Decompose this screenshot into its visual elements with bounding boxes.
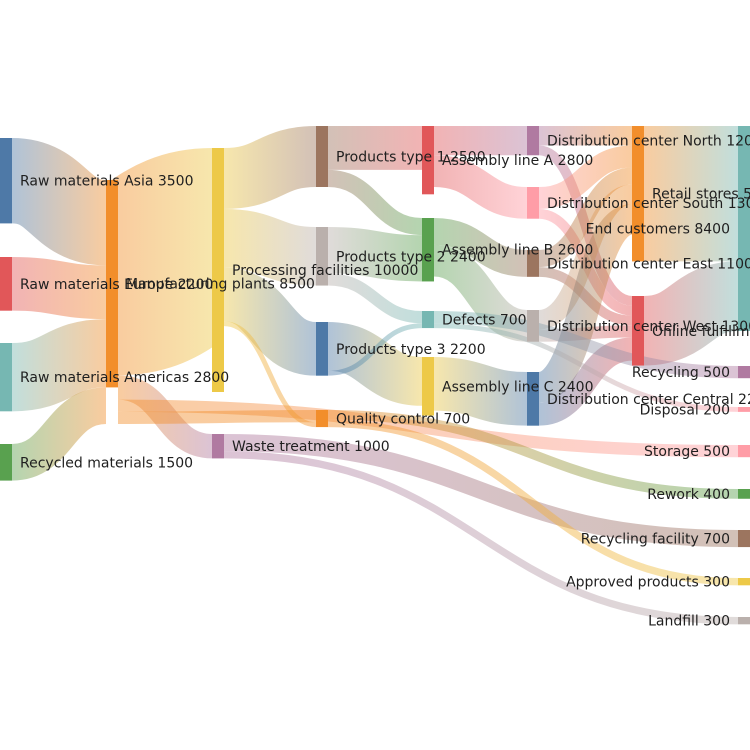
node-label-stor: Storage 500 xyxy=(644,444,730,460)
node-rfac xyxy=(738,530,750,548)
node-rme xyxy=(0,257,12,311)
node-label-ala: Assembly line A 2800 xyxy=(442,153,593,169)
node-label-ec: End customers 8400 xyxy=(586,221,730,237)
node-of xyxy=(632,296,644,366)
node-label-rmam: Raw materials Americas 2800 xyxy=(20,370,229,386)
node-def xyxy=(422,311,434,329)
link-proc-qc xyxy=(223,321,317,428)
node-label-dce: Distribution center East 1100 xyxy=(547,256,750,272)
node-rec xyxy=(0,444,12,481)
link-mfg-stor xyxy=(117,399,739,458)
node-pt2 xyxy=(316,227,328,286)
node-label-dcs: Distribution center South 1300 xyxy=(547,196,750,212)
link-pt2-def xyxy=(327,273,423,324)
node-waste xyxy=(212,434,224,459)
link-pt3-alc xyxy=(326,322,424,406)
node-stor xyxy=(738,445,750,458)
node-label-mfg: Manufacturing plants 8500 xyxy=(126,277,315,293)
link-proc-pt2 xyxy=(223,209,317,286)
node-ec xyxy=(738,126,750,331)
link-rec-mfg xyxy=(10,387,108,481)
node-pt1 xyxy=(316,126,328,187)
link-qc-ap xyxy=(327,419,739,586)
link-of-ec xyxy=(641,261,741,366)
node-disp xyxy=(738,407,750,412)
node-label-rec: Recycled materials 1500 xyxy=(20,455,193,471)
link-rme-mfg xyxy=(11,257,107,320)
node-label-alb: Assembly line B 2600 xyxy=(442,243,593,259)
node-label-qc: Quality control 700 xyxy=(336,412,470,428)
node-land xyxy=(738,617,750,625)
node-label-rfac: Recycling facility 700 xyxy=(581,532,730,548)
link-rmam-mfg xyxy=(10,319,108,412)
node-proc xyxy=(212,148,224,392)
node-pt3 xyxy=(316,322,328,376)
node-ap xyxy=(738,578,750,586)
node-label-pt1: Products type 1 2500 xyxy=(336,150,486,166)
link-pt1-alb xyxy=(327,169,423,236)
node-label-waste: Waste treatment 1000 xyxy=(232,439,390,455)
node-rmam xyxy=(0,343,12,412)
node-label-of: Online fulfillment 2850 xyxy=(652,324,750,340)
link-mfg-qc xyxy=(117,410,317,424)
link-pt2-alb xyxy=(327,227,423,282)
link-ala-dcs xyxy=(433,155,528,219)
node-dcc xyxy=(527,372,539,426)
node-rma xyxy=(0,138,12,224)
link-def-disp xyxy=(433,323,739,412)
link-dcs-rs xyxy=(538,145,633,209)
node-alb xyxy=(422,218,434,282)
link-def-rcy xyxy=(433,311,739,379)
link-pt3-def xyxy=(327,323,423,376)
node-label-def: Defects 700 xyxy=(442,313,527,329)
node-label-rme: Raw materials Europe 2200 xyxy=(20,277,213,293)
node-dcw xyxy=(527,310,539,342)
node-qc xyxy=(316,410,328,428)
node-label-dcw: Distribution center West 1300 xyxy=(547,319,750,335)
node-label-dcn: Distribution center North 1200 xyxy=(547,134,750,150)
sankey-labels: Raw materials Asia 3500 Raw materials Eur… xyxy=(20,134,750,630)
link-dcc-rs xyxy=(535,204,636,403)
node-label-land: Landfill 300 xyxy=(648,614,730,630)
sankey-nodes xyxy=(0,126,750,625)
node-rs xyxy=(632,126,644,262)
node-alc xyxy=(422,357,434,416)
link-proc-pt3 xyxy=(221,267,319,376)
node-label-rma: Raw materials Asia 3500 xyxy=(20,174,194,190)
node-label-rs: Retail stores 5550 xyxy=(652,187,750,203)
link-rma-mfg xyxy=(8,138,110,266)
link-dce-rs xyxy=(538,167,633,268)
node-label-alc: Assembly line C 2400 xyxy=(442,379,594,395)
node-dcn xyxy=(527,126,539,156)
node-dcs xyxy=(527,187,539,219)
node-label-disp: Disposal 200 xyxy=(640,402,730,418)
node-label-ap: Approved products 300 xyxy=(566,575,730,591)
sankey-links xyxy=(8,125,741,625)
node-label-proc: Processing facilities 10000 xyxy=(232,263,418,279)
node-mfg xyxy=(106,180,118,388)
link-mfg-proc xyxy=(102,148,228,376)
link-waste-rfac xyxy=(223,434,739,548)
node-ala xyxy=(422,126,434,195)
node-rew xyxy=(738,489,750,499)
link-alc-dcc xyxy=(433,357,528,426)
link-qc-rew xyxy=(327,410,739,499)
node-label-pt2: Products type 2 2400 xyxy=(336,249,486,265)
node-label-rew: Rework 400 xyxy=(647,487,730,503)
link-waste-land xyxy=(223,451,739,625)
link-alb-dce xyxy=(433,218,528,277)
node-label-pt3: Products type 3 2200 xyxy=(336,342,486,358)
node-label-dcc: Distribution center Central 2200 xyxy=(547,392,750,408)
node-dce xyxy=(527,250,539,277)
node-label-rcy: Recycling 500 xyxy=(632,365,730,381)
link-proc-pt1 xyxy=(222,126,318,209)
node-rcy xyxy=(738,366,750,379)
